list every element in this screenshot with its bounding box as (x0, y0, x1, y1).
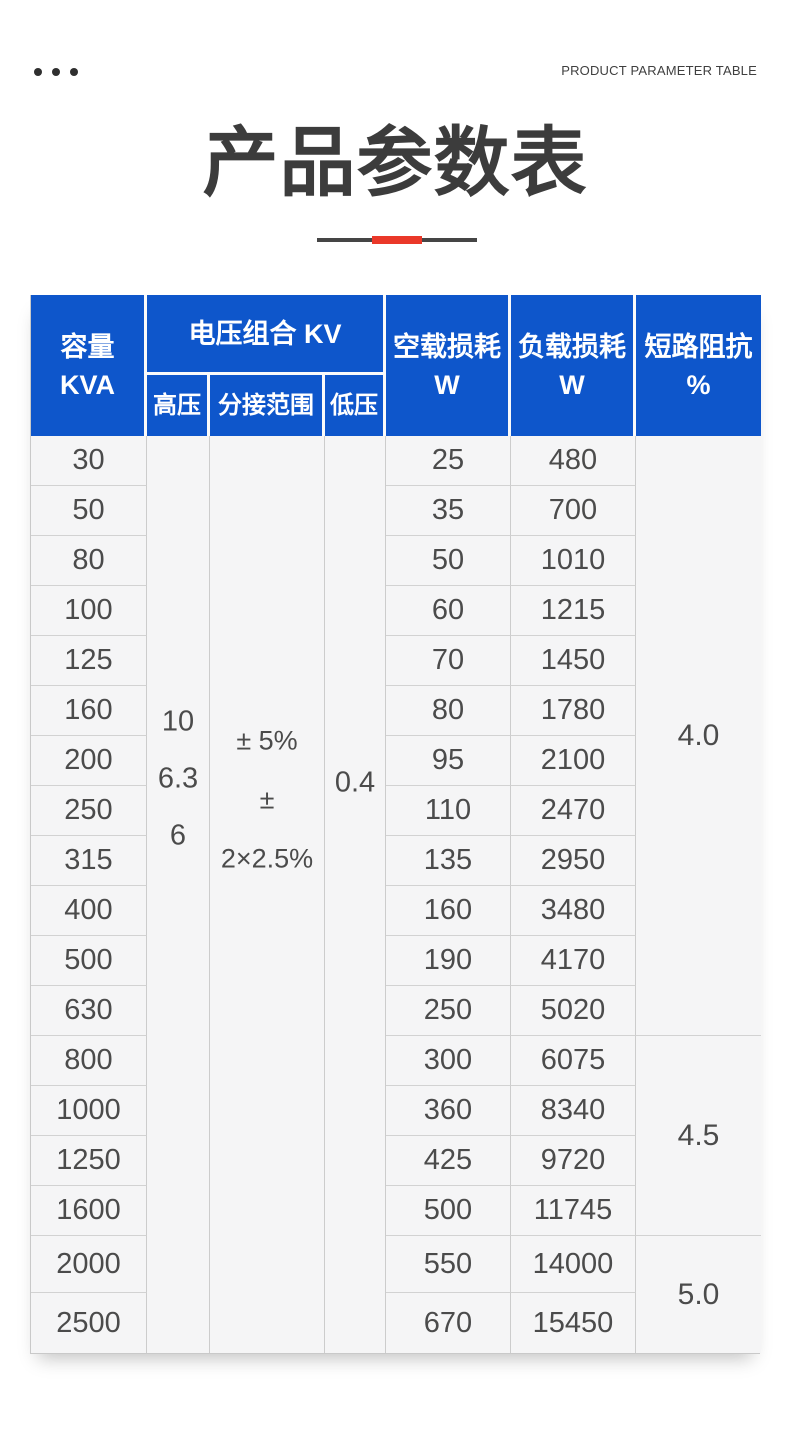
load-loss-cell: 700 (511, 486, 636, 536)
capacity-cell: 1600 (31, 1186, 147, 1236)
dot-icon (52, 68, 60, 76)
load-loss-cell: 1780 (511, 686, 636, 736)
capacity-cell: 160 (31, 686, 147, 736)
capacity-cell: 200 (31, 736, 147, 786)
no-load-loss-cell: 70 (386, 636, 511, 686)
header-tap-range: 分接范围 (210, 375, 325, 436)
high-voltage-values: 10 6.3 6 (147, 693, 209, 864)
header-no-load-loss: 空载损耗 W (386, 295, 511, 436)
low-voltage-value: 0.4 (334, 766, 376, 799)
load-loss-cell: 14000 (511, 1236, 636, 1293)
no-load-loss-cell: 35 (386, 486, 511, 536)
header-load-loss: 负载损耗 W (511, 295, 636, 436)
header-capacity: 容量 KVA (31, 295, 147, 436)
dot-icon (34, 68, 42, 76)
no-load-loss-cell: 60 (386, 586, 511, 636)
header-impedance: 短路阻抗 % (636, 295, 761, 436)
capacity-cell: 2500 (31, 1293, 147, 1353)
no-load-loss-cell: 425 (386, 1136, 511, 1186)
page-title: 产品参数表 (202, 121, 588, 206)
no-load-loss-cell: 360 (386, 1086, 511, 1136)
capacity-cell: 1250 (31, 1136, 147, 1186)
no-load-loss-cell: 25 (386, 436, 511, 486)
impedance-cell: 4.0 (636, 436, 761, 1036)
header-voltage-group: 电压组合 KV (147, 295, 386, 375)
header-high-voltage: 高压 (147, 375, 210, 436)
no-load-loss-cell: 300 (386, 1036, 511, 1086)
title-divider-accent (372, 236, 422, 244)
high-voltage-value: 6 (169, 819, 187, 852)
product-parameter-table: 容量 KVA 电压组合 KV 高压 分接范围 低压 空载损耗 W 负载损耗 W … (30, 295, 761, 1354)
high-voltage-value: 6.3 (157, 762, 199, 795)
top-right-label: PRODUCT PARAMETER TABLE (561, 63, 757, 78)
capacity-cell: 125 (31, 636, 147, 686)
load-loss-cell: 2470 (511, 786, 636, 836)
high-voltage-merged-cell: 10 6.3 6 (147, 436, 210, 1353)
load-loss-cell: 480 (511, 436, 636, 486)
window-dots-icon (34, 68, 78, 76)
no-load-loss-cell: 160 (386, 886, 511, 936)
title-divider (317, 236, 477, 244)
load-loss-cell: 4170 (511, 936, 636, 986)
no-load-loss-cell: 250 (386, 986, 511, 1036)
capacity-cell: 100 (31, 586, 147, 636)
header-low-voltage: 低压 (325, 375, 386, 436)
tap-range-value: ± 2×2.5% (220, 784, 314, 874)
load-loss-cell: 5020 (511, 986, 636, 1036)
no-load-loss-cell: 50 (386, 536, 511, 586)
high-voltage-value: 10 (161, 705, 195, 738)
load-loss-cell: 6075 (511, 1036, 636, 1086)
no-load-loss-cell: 550 (386, 1236, 511, 1293)
tap-range-values: ± 5% ± 2×2.5% (210, 712, 324, 889)
load-loss-cell: 9720 (511, 1136, 636, 1186)
load-loss-cell: 1450 (511, 636, 636, 686)
no-load-loss-cell: 110 (386, 786, 511, 836)
capacity-cell: 315 (31, 836, 147, 886)
load-loss-cell: 1010 (511, 536, 636, 586)
impedance-cell: 5.0 (636, 1236, 761, 1353)
load-loss-cell: 1215 (511, 586, 636, 636)
capacity-cell: 80 (31, 536, 147, 586)
no-load-loss-cell: 80 (386, 686, 511, 736)
capacity-cell: 400 (31, 886, 147, 936)
load-loss-cell: 8340 (511, 1086, 636, 1136)
load-loss-cell: 2100 (511, 736, 636, 786)
no-load-loss-cell: 500 (386, 1186, 511, 1236)
no-load-loss-cell: 95 (386, 736, 511, 786)
capacity-cell: 500 (31, 936, 147, 986)
low-voltage-merged-cell: 0.4 (325, 436, 386, 1353)
no-load-loss-cell: 670 (386, 1293, 511, 1353)
tap-range-merged-cell: ± 5% ± 2×2.5% (210, 436, 325, 1353)
load-loss-cell: 2950 (511, 836, 636, 886)
capacity-cell: 50 (31, 486, 147, 536)
capacity-cell: 630 (31, 986, 147, 1036)
capacity-cell: 30 (31, 436, 147, 486)
impedance-cell: 4.5 (636, 1036, 761, 1236)
capacity-cell: 250 (31, 786, 147, 836)
load-loss-cell: 11745 (511, 1186, 636, 1236)
capacity-cell: 1000 (31, 1086, 147, 1136)
no-load-loss-cell: 135 (386, 836, 511, 886)
capacity-cell: 800 (31, 1036, 147, 1086)
tap-range-value: ± 5% (236, 725, 298, 756)
capacity-cell: 2000 (31, 1236, 147, 1293)
no-load-loss-cell: 190 (386, 936, 511, 986)
load-loss-cell: 15450 (511, 1293, 636, 1353)
dot-icon (70, 68, 78, 76)
load-loss-cell: 3480 (511, 886, 636, 936)
